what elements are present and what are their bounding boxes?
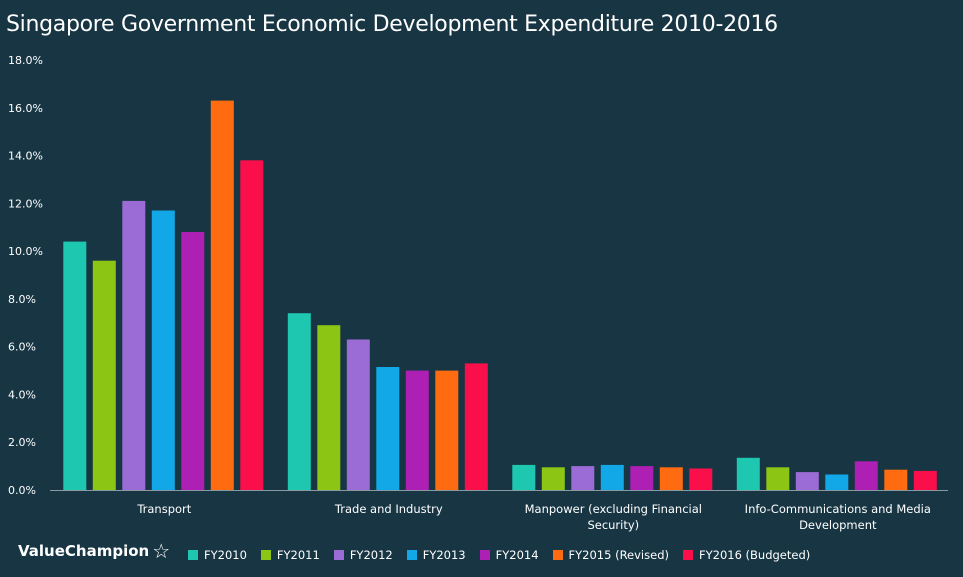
y-tick-label: 6.0% — [8, 341, 36, 354]
bar — [122, 200, 146, 490]
bar — [210, 100, 234, 490]
legend-item: FY2014 — [479, 548, 539, 562]
brand-logo: ValueChampion ☆ — [18, 541, 170, 561]
bar — [376, 367, 400, 490]
bar — [151, 210, 175, 490]
legend-swatch — [333, 550, 344, 560]
bar — [464, 363, 488, 490]
bar — [854, 461, 878, 490]
legend: FY2010 FY2011 FY2012 FY2013 FY2014 FY2015 (Re… — [188, 548, 810, 562]
chart-title: Singapore Government Economic Developmen… — [6, 12, 778, 37]
y-tick-label: 0.0% — [8, 484, 36, 497]
legend-item: FY2010 — [188, 548, 247, 562]
legend-item: FY2015 (Revised) — [552, 548, 669, 562]
y-tick-label: 4.0% — [8, 388, 36, 401]
bar — [825, 474, 849, 490]
x-tick-label: Info-Communications and Media — [745, 502, 931, 516]
bar — [435, 370, 459, 490]
x-tick-label: Security) — [587, 518, 639, 532]
legend-label: FY2015 (Revised) — [568, 548, 669, 562]
bar — [571, 466, 595, 490]
bar — [63, 241, 87, 490]
x-tick-label: Trade and Industry — [334, 502, 443, 516]
legend-swatch — [260, 550, 271, 560]
legend-label: FY2011 — [276, 548, 320, 562]
bar — [630, 466, 654, 490]
bar — [346, 339, 370, 490]
y-tick-label: 12.0% — [8, 197, 43, 210]
bar — [913, 470, 937, 490]
y-tick-label: 10.0% — [8, 245, 43, 258]
bar — [736, 457, 760, 491]
bar — [884, 469, 908, 490]
bar — [287, 313, 311, 490]
bar — [795, 472, 819, 490]
legend-swatch — [479, 550, 490, 560]
star-outline-icon: ☆ — [152, 539, 171, 563]
legend-swatch — [682, 550, 693, 560]
bar — [317, 325, 341, 490]
bar — [92, 260, 116, 490]
bar — [405, 370, 429, 490]
bars — [63, 100, 937, 491]
legend-item: FY2012 — [333, 548, 393, 562]
x-tick-label: Transport — [136, 502, 191, 516]
legend-label: FY2014 — [495, 548, 539, 562]
x-tick-label: Development — [799, 518, 877, 532]
bar — [541, 467, 565, 490]
legend-item: FY2011 — [260, 548, 320, 562]
y-tick-label: 16.0% — [8, 102, 43, 115]
brand-name: ValueChampion — [18, 542, 150, 560]
bar — [512, 464, 536, 490]
bar — [659, 467, 683, 490]
legend-swatch — [406, 550, 417, 560]
x-tick-label: Manpower (excluding Financial — [525, 502, 702, 516]
bar — [181, 232, 205, 490]
bar — [766, 467, 790, 490]
legend-label: FY2012 — [349, 548, 393, 562]
bar — [600, 464, 624, 490]
y-tick-label: 2.0% — [8, 436, 36, 449]
legend-label: FY2010 — [204, 548, 247, 562]
legend-label: FY2016 (Budgeted) — [698, 548, 811, 562]
bar — [689, 468, 713, 490]
y-tick-label: 18.0% — [8, 54, 43, 67]
legend-swatch — [188, 550, 198, 560]
legend-item: FY2016 (Budgeted) — [682, 548, 811, 562]
legend-swatch — [552, 550, 563, 560]
legend-label: FY2013 — [422, 548, 466, 562]
x-axis: Transport Trade and Industry Manpower (exc… — [136, 502, 931, 532]
y-axis: 0.0% 2.0% 4.0% 6.0% 8.0% 10.0% 12.0% 14.0% 16.0%… — [8, 54, 43, 497]
y-tick-label: 14.0% — [8, 150, 43, 163]
legend-item: FY2013 — [406, 548, 466, 562]
y-tick-label: 8.0% — [8, 293, 36, 306]
bar — [240, 160, 264, 491]
